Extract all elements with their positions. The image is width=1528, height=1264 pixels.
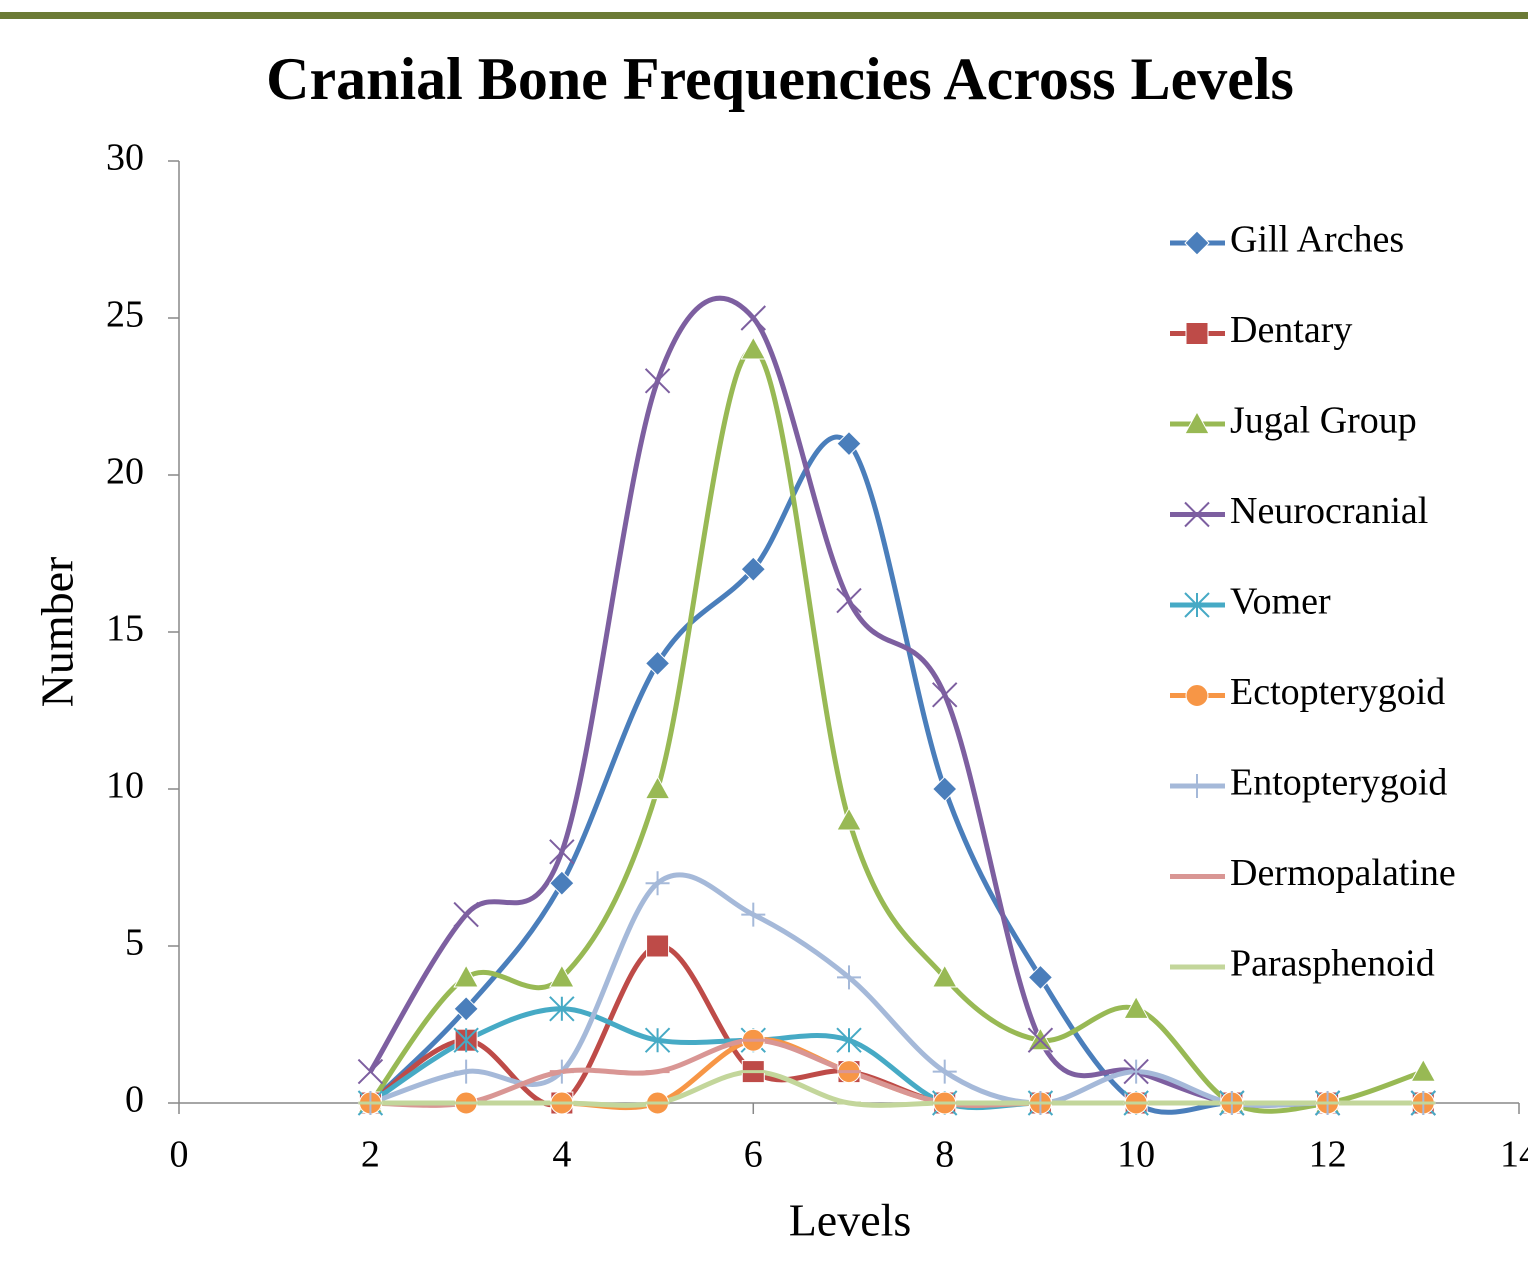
data-point [931,964,958,988]
data-point [932,682,958,708]
data-point [932,776,958,802]
data-point [357,1058,384,1085]
data-point [644,650,671,677]
x-tick-label: 12 [1309,1134,1347,1176]
data-point [836,587,862,614]
y-tick-label: 15 [106,608,144,650]
legend-label: Parasphenoid [1230,943,1435,985]
data-point [837,965,861,990]
data-point [1027,1027,1054,1053]
data-point [645,871,670,896]
data-point [1124,1059,1149,1084]
data-point [1027,964,1054,991]
data-point [644,368,671,394]
legend-label: Entopterygoid [1230,762,1447,804]
legend-label: Vomer [1230,581,1331,623]
legend-label: Neurocranial [1230,490,1428,532]
x-tick-label: 0 [170,1134,189,1176]
legend-marker [1185,774,1209,798]
data-point [836,1027,862,1053]
x-tick-label: 8 [935,1134,954,1176]
x-tick-label: 6 [744,1134,763,1176]
x-tick-label: 14 [1500,1134,1528,1176]
data-point [740,336,767,360]
data-point [549,839,575,865]
legend-marker [1184,410,1210,435]
legend-marker [1184,501,1210,528]
legend-label: Dermopalatine [1230,852,1456,894]
data-point [644,1027,671,1053]
data-point [646,934,670,958]
legend-label: Dentary [1230,309,1352,351]
y-tick-label: 10 [106,765,144,807]
data-point [454,1059,479,1084]
legend-label: Ectopterygoid [1230,671,1445,713]
series-line [368,346,1425,1114]
data-point [741,902,766,927]
legend-label: Jugal Group [1230,400,1417,442]
legend-marker [1184,592,1210,618]
data-point [740,556,766,582]
legend-label: Gill Arches [1230,219,1404,261]
data-point [1123,995,1149,1019]
data-point [453,1027,479,1053]
y-tick-label: 30 [106,137,144,179]
data-point [836,430,862,457]
data-point [549,870,575,896]
data-point [1410,1058,1437,1082]
data-point [932,1059,957,1084]
x-tick-label: 10 [1117,1134,1155,1176]
data-point [549,964,575,988]
y-axis-label: Number [32,557,83,708]
legend-marker [1184,230,1210,256]
data-point [453,901,479,928]
data-point [740,305,766,331]
data-point [453,964,479,988]
y-tick-label: 20 [106,451,144,493]
y-tick-label: 25 [106,294,144,336]
chart-title: Cranial Bone Frequencies Across Levels [266,46,1294,112]
data-point [644,775,671,800]
x-axis-label: Levels [789,1195,912,1246]
y-tick-label: 5 [125,922,144,964]
y-tick-label: 0 [125,1079,144,1121]
data-point [836,807,862,831]
data-point [453,996,479,1022]
top-rule [0,12,1528,19]
data-point [549,996,575,1022]
x-tick-label: 4 [552,1134,571,1176]
legend-marker [1185,322,1209,345]
x-tick-label: 2 [361,1134,380,1176]
legend-marker [1185,684,1209,707]
